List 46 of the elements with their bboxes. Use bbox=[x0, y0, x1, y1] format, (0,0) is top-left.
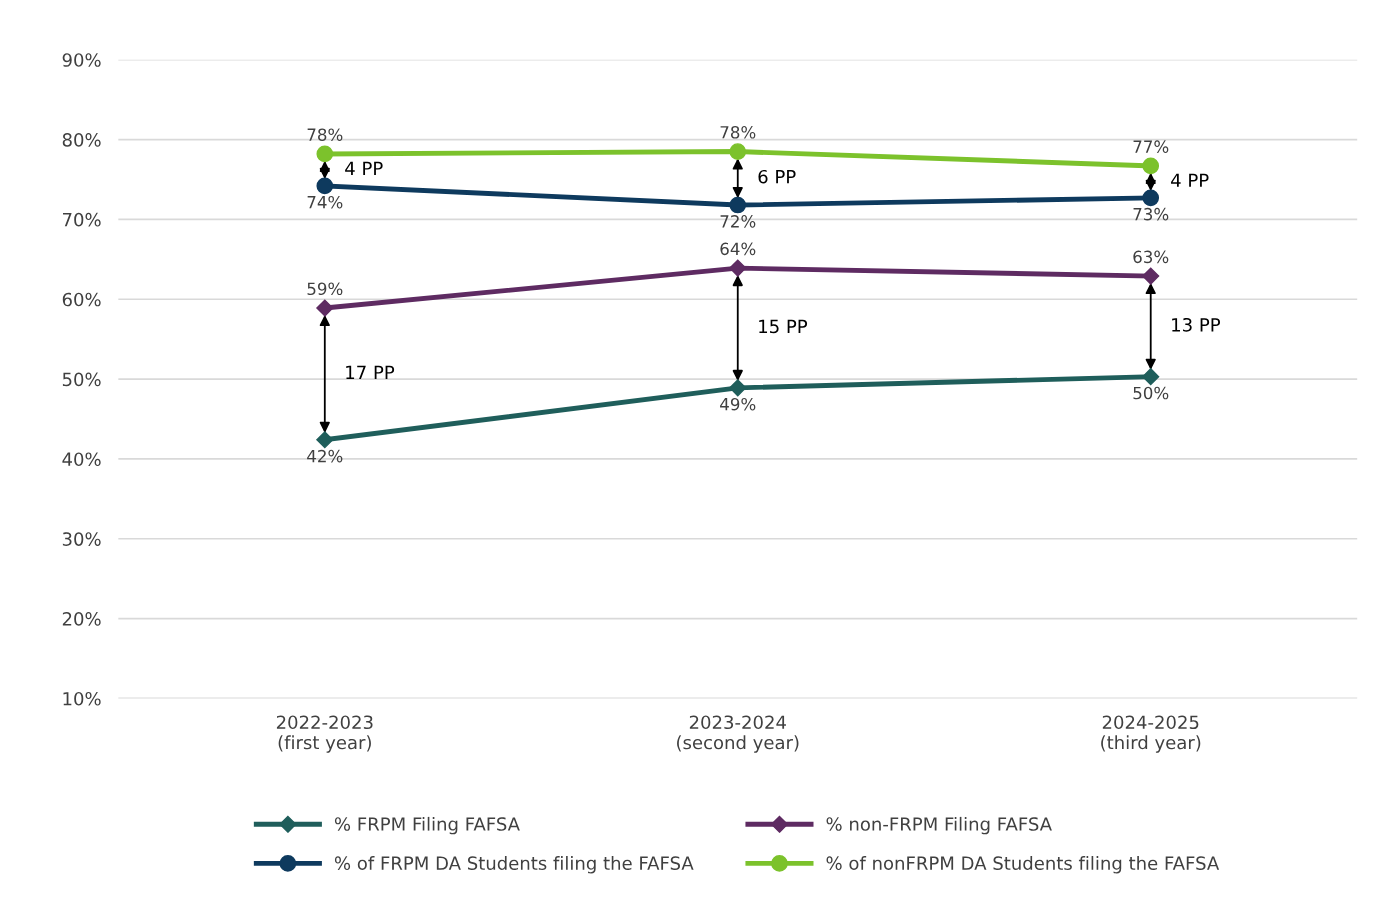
data-label: 50% bbox=[1133, 386, 1169, 400]
y-tick-label: 90% bbox=[62, 53, 101, 67]
annotation: 17 PP bbox=[346, 365, 395, 379]
data-label: 72% bbox=[720, 215, 756, 228]
annotation: 13 PP bbox=[1172, 317, 1221, 332]
x-tick-label: 2023-2024 (second year) bbox=[677, 715, 799, 753]
point bbox=[1142, 157, 1160, 175]
x-tick-label: 2022-2023 (first year) bbox=[276, 715, 373, 753]
y-tick-label: 80% bbox=[62, 133, 101, 147]
point bbox=[729, 196, 747, 214]
legend-label: % non-FRPM Filing FAFSA bbox=[826, 816, 1052, 835]
legend-label: % of FRPM DA Students filing the FAFSA bbox=[334, 856, 694, 874]
data-label: 64% bbox=[720, 242, 756, 256]
point bbox=[316, 431, 334, 449]
y-tick-label: 10% bbox=[63, 691, 101, 706]
y-tick-label: 50% bbox=[62, 372, 101, 387]
point bbox=[1142, 267, 1160, 285]
data-label: 78% bbox=[307, 128, 343, 141]
y-tick-label: 60% bbox=[62, 292, 101, 307]
y-tick-label: 70% bbox=[63, 212, 101, 227]
annotation: 6 PP bbox=[758, 169, 796, 184]
annotation: 4 PP bbox=[345, 161, 383, 175]
data-label: 78% bbox=[720, 125, 756, 139]
y-tick-label: 40% bbox=[62, 452, 101, 467]
data-label: 73% bbox=[1133, 207, 1169, 221]
annotation: 4 PP bbox=[1171, 173, 1209, 187]
y-tick-label: 20% bbox=[62, 612, 101, 626]
point bbox=[729, 143, 747, 160]
y-tick-label: 30% bbox=[62, 532, 101, 546]
data-label: 42% bbox=[307, 449, 343, 463]
data-label: 63% bbox=[1133, 250, 1169, 264]
data-label: 74% bbox=[307, 195, 343, 209]
point bbox=[1142, 368, 1160, 386]
data-label: 49% bbox=[720, 397, 756, 411]
point bbox=[316, 177, 334, 195]
data-label: 77% bbox=[1133, 140, 1169, 153]
legend-label: % FRPM Filing FAFSA bbox=[334, 816, 520, 835]
point bbox=[1142, 189, 1160, 207]
point bbox=[729, 379, 747, 397]
legend-label: % of nonFRPM DA Students filing the FAFSA bbox=[826, 856, 1220, 874]
point bbox=[316, 299, 334, 317]
data-label: 59% bbox=[307, 282, 343, 296]
annotation: 15 PP bbox=[759, 319, 808, 334]
point bbox=[316, 145, 334, 163]
point bbox=[729, 259, 747, 277]
x-tick-label: 2024-2025 (third year) bbox=[1101, 715, 1201, 753]
